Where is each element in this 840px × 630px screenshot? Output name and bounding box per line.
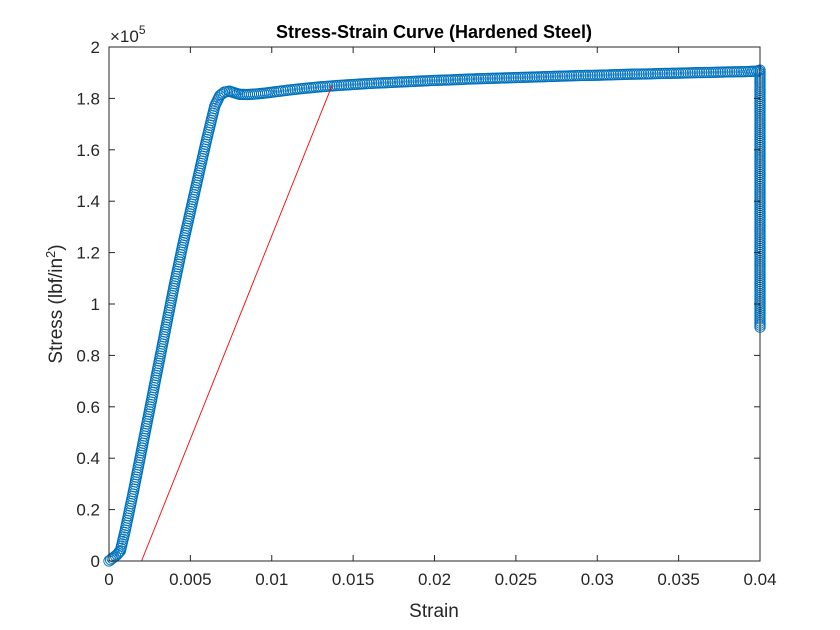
data-point (735, 66, 748, 78)
y-axis-exponent: ×105 (110, 23, 146, 46)
data-point (584, 69, 596, 82)
data-point (626, 68, 638, 80)
data-point (731, 66, 743, 78)
data-point (586, 69, 599, 81)
y-tick-label: 0.4 (76, 449, 100, 468)
y-tick-label: 0.8 (76, 346, 100, 365)
data-point (635, 68, 648, 80)
y-axis-exponent-power: 5 (139, 23, 146, 37)
data-point (575, 69, 587, 82)
data-point (661, 67, 673, 80)
x-tick-label: 0.02 (418, 570, 451, 589)
data-point (589, 69, 601, 81)
data-point (670, 67, 682, 79)
y-tick-label: 0 (91, 552, 100, 571)
data-point (693, 66, 706, 79)
y-tick-label: 1.6 (76, 141, 100, 160)
data-point (696, 66, 708, 79)
x-tick-label: 0.015 (332, 570, 375, 589)
data-point (633, 68, 645, 80)
y-axis-label-superscript: 2 (43, 251, 58, 258)
data-point (724, 66, 736, 78)
x-tick-label: 0.005 (169, 570, 212, 589)
data-point (666, 67, 678, 79)
y-tick-label: 1.4 (76, 192, 100, 211)
data-point (579, 69, 592, 82)
x-tick-label: 0.04 (743, 570, 776, 589)
data-point (703, 66, 715, 79)
y-tick-label: 1.2 (76, 244, 100, 263)
y-axis-exponent-base: ×10 (110, 27, 139, 46)
chart-title: Stress-Strain Curve (Hardened Steel) (276, 22, 592, 42)
y-axis-label-main: Stress (lbf/in (46, 258, 67, 364)
x-tick-label: 0 (104, 570, 113, 589)
data-point (721, 66, 734, 78)
data-point (668, 67, 680, 79)
x-tick-label: 0.03 (581, 570, 614, 589)
data-point (659, 67, 671, 80)
data-point (691, 67, 703, 79)
data-point (728, 66, 741, 78)
x-tick-label: 0.035 (657, 570, 700, 589)
offset-line (141, 85, 333, 562)
data-point (624, 68, 636, 80)
data-point (689, 67, 701, 79)
data-point (663, 67, 675, 80)
data-point (577, 69, 589, 82)
data-point (698, 66, 710, 79)
y-tick-label: 0.2 (76, 501, 100, 520)
data-point (638, 68, 650, 80)
data-point (726, 66, 738, 78)
data-point (213, 92, 225, 104)
data-point (733, 66, 745, 78)
data-point (628, 68, 641, 80)
data-point (656, 67, 668, 80)
data-layer (103, 64, 766, 567)
x-tick-label: 0.025 (495, 570, 538, 589)
y-tick-label: 1.8 (76, 89, 100, 108)
x-tick-label: 0.01 (255, 570, 288, 589)
data-point (582, 69, 594, 82)
y-tick-label: 2 (91, 38, 100, 57)
y-tick-label: 0.6 (76, 398, 100, 417)
y-axis-label: Stress (lbf/in2) (43, 244, 67, 363)
axes-layer: 0 0.005 0.01 0.015 0.02 0.025 0.03 0.035 0.04 0 0.… (76, 38, 776, 589)
x-axis-label: Strain (409, 601, 459, 622)
y-axis-label-end: ) (46, 244, 67, 250)
data-point (631, 68, 643, 80)
data-point (700, 66, 713, 79)
plot-area (109, 47, 760, 561)
y-tick-label: 1 (91, 295, 100, 314)
